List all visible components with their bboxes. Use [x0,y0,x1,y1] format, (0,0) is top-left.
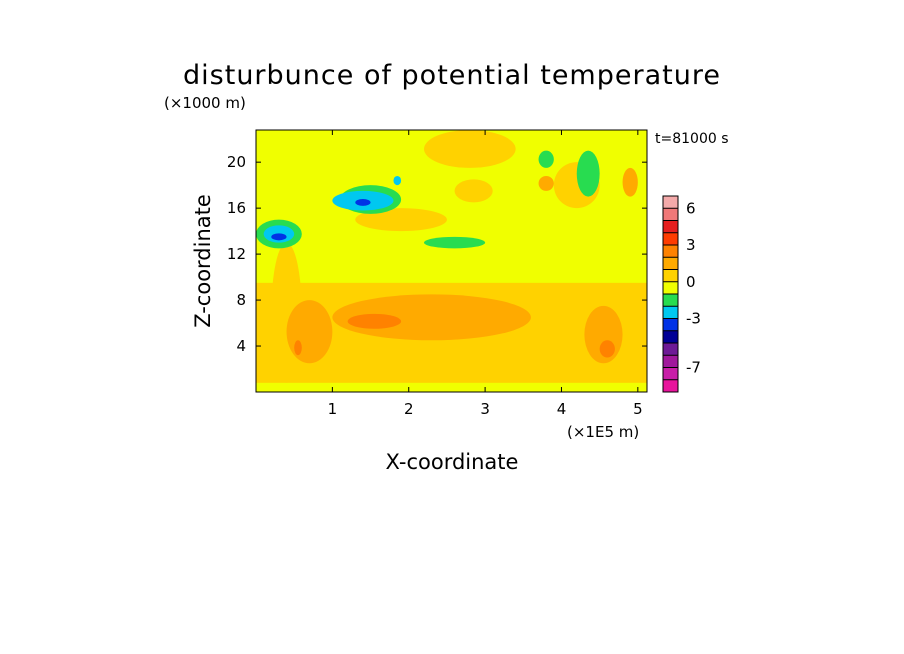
colorbar-swatch [663,281,678,294]
colorbar-tick-label: 0 [686,273,696,291]
plot-frame [255,129,648,393]
contour-region-10 [286,300,333,364]
contour-region-24 [538,175,554,191]
y-tick-label: 16 [227,199,246,217]
y-tick-label: 4 [236,337,246,355]
x-tick-label: 1 [328,400,338,418]
contour-region-8 [332,294,531,341]
colorbar-swatch [663,355,678,368]
x-unit-label: (×1E5 m) [567,423,639,441]
contour-region-18 [538,150,554,168]
x-tick-label: 4 [557,400,567,418]
x-axis-label: X-coordinate [386,450,519,474]
contour-region-13 [599,340,615,358]
x-tick-label: 5 [633,400,643,418]
x-tick-label: 2 [404,400,414,418]
y-tick-label: 8 [236,291,246,309]
colorbar-swatch [663,379,678,392]
colorbar-swatch [663,208,678,221]
y-unit-label: (×1000 m) [164,94,246,112]
colorbar-swatch [663,257,678,270]
colorbar-swatch [663,269,678,282]
contour-region-23 [271,233,287,241]
colorbar-tick-label: 3 [686,236,696,254]
contour-region-11 [347,313,402,329]
colorbar-swatch [663,232,678,245]
y-axis: 4 8 12 16 20 [227,153,647,355]
contour-region-15 [424,236,486,249]
colorbar-swatch [663,367,678,380]
x-axis: 1 2 3 4 5 [328,130,643,418]
y-axis-label: Z-coordinate [191,194,215,328]
time-label: t=81000 s [655,131,729,147]
colorbar-swatch [663,220,678,233]
contour-region-5 [355,208,447,232]
contour-region-22 [355,198,371,206]
colorbar-swatch [663,330,678,343]
contour-region-21 [393,175,402,186]
contour-region-2 [256,382,647,392]
chart-title: disturbunce of potential temperature [183,60,721,91]
colorbar-tick-label: -7 [686,359,701,377]
colorbar-swatch [663,245,678,258]
contour-region-6 [454,179,493,203]
colorbar-tick-label: -3 [686,310,701,328]
colorbar-tick-label: 6 [686,199,696,217]
colorbar-frame [662,195,679,393]
colorbar: 6 3 0 -3 -7 [662,195,701,393]
colorbar-swatch [663,318,678,331]
y-tick-label: 20 [227,153,246,171]
colorbar-swatch [663,294,678,307]
contour-region-12 [294,340,302,356]
contour-region-17 [576,150,600,197]
y-tick-label: 12 [227,245,246,263]
x-tick-label: 3 [480,400,490,418]
contour-region-3 [424,130,516,168]
colorbar-swatch [663,196,678,209]
colorbar-swatch [663,306,678,319]
contour-plot [255,129,648,393]
colorbar-swatch [663,343,678,356]
contour-region-25 [622,167,638,197]
